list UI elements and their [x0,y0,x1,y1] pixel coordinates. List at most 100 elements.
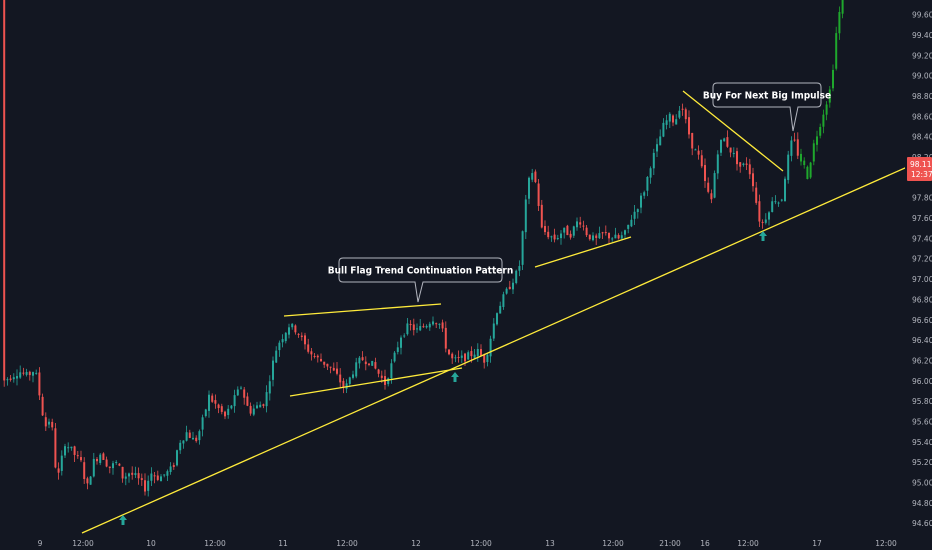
descending-resistance-line[interactable] [682,90,784,172]
candle-body [163,474,166,476]
candle-body [198,431,201,441]
callouts-layer: Bull Flag Trend Continuation Pattern Buy … [328,82,831,303]
candle-body [704,165,706,182]
y-tick-label: 97.80 [912,194,932,203]
candle-body [32,372,34,376]
candle-body [502,294,505,307]
candle-body [240,387,242,389]
flag-lower-line[interactable] [289,367,463,397]
y-tick-label: 96.20 [912,356,932,365]
candle-body [723,138,726,142]
candle-body [227,408,230,416]
candle-body [179,442,182,451]
x-tick-label: 12:00 [336,539,358,548]
candle-body [230,405,233,409]
y-axis[interactable]: 94.60 94.80 95.00 95.20 95.40 95.60 95.80 96.00… [905,0,932,536]
bull-flag-callout[interactable]: Bull Flag Trend Continuation Pattern [328,257,513,303]
candle-body [364,361,367,365]
candle-body [774,201,777,203]
candle-body [784,178,786,202]
candle-body [6,379,9,381]
candle-body [195,437,198,442]
candle-body [566,225,569,236]
candle-body [572,226,575,236]
candle-body [137,473,140,479]
main-trend-line[interactable] [81,155,932,534]
candle-body [579,222,582,225]
x-tick-label: 12:00 [602,539,624,548]
up-arrow-icon [451,372,459,382]
candle-body [745,163,748,165]
candle-body [243,389,246,398]
price-tag-box [907,157,932,181]
candle-body [128,473,130,477]
candle-body [294,325,297,333]
candle-body [684,109,687,120]
candle-body [435,323,438,325]
candle-body [419,326,422,331]
candle-body [22,372,25,374]
candle-body [233,395,236,407]
candle-body [406,323,409,335]
candle-body [188,432,191,438]
candle-body [512,282,514,290]
projection-candle-body [806,166,809,180]
candle-body [716,154,719,174]
up-arrow-icon [759,231,767,241]
candle-body [665,120,668,125]
candle-body [339,374,342,383]
candle-body [387,378,390,385]
candle-body [208,394,210,411]
candle-body [256,405,258,409]
candle-body [796,139,799,156]
consolidation-support-line[interactable] [534,236,632,268]
candle-body [531,173,534,180]
y-tick-label: 95.00 [912,478,932,487]
candle-body [368,363,370,365]
candle-body [156,475,159,480]
flag-upper-line[interactable] [283,303,442,317]
candle-body [358,357,361,364]
candle-body [588,234,591,240]
projection-candle-body [841,0,844,14]
projection-candle-body [816,136,818,145]
candle-body [662,122,665,137]
candle-body [297,333,300,335]
candle-body [627,224,630,229]
x-axis[interactable]: 9 12:00 10 12:00 11 12:00 12 12:00 13 12:00 21:00 1… [0,536,932,550]
candle-body [656,144,658,152]
candle-body [592,235,594,241]
y-tick-label: 99.20 [912,51,932,60]
candle-body [204,409,207,417]
candle-body [28,371,31,376]
candle-body [150,473,153,481]
candle-body [672,115,674,123]
candle-body [460,355,463,358]
candle-body [12,377,15,380]
candle-body [790,140,793,156]
candle-body [528,177,530,199]
candle-body [595,235,598,239]
y-tick-label: 99.00 [912,72,932,81]
buy-impulse-callout[interactable]: Buy For Next Big Impulse [703,82,831,132]
projection-candle-body [832,69,834,89]
candle-body [720,139,722,153]
callout-bubble [338,257,503,303]
callout-bubble [712,82,822,132]
candle-body [761,221,764,223]
candle-body [252,408,255,415]
candle-body [3,0,6,381]
candle-body [214,400,217,404]
y-tick-label: 97.00 [912,275,932,284]
candle-body [166,471,169,476]
candle-body [681,108,684,110]
candle-body [185,432,188,441]
candle-body [521,231,524,265]
candle-body [486,354,489,362]
candle-body [793,139,796,141]
candle-body [403,335,406,337]
candle-body [732,153,735,155]
candle-body [329,366,332,368]
